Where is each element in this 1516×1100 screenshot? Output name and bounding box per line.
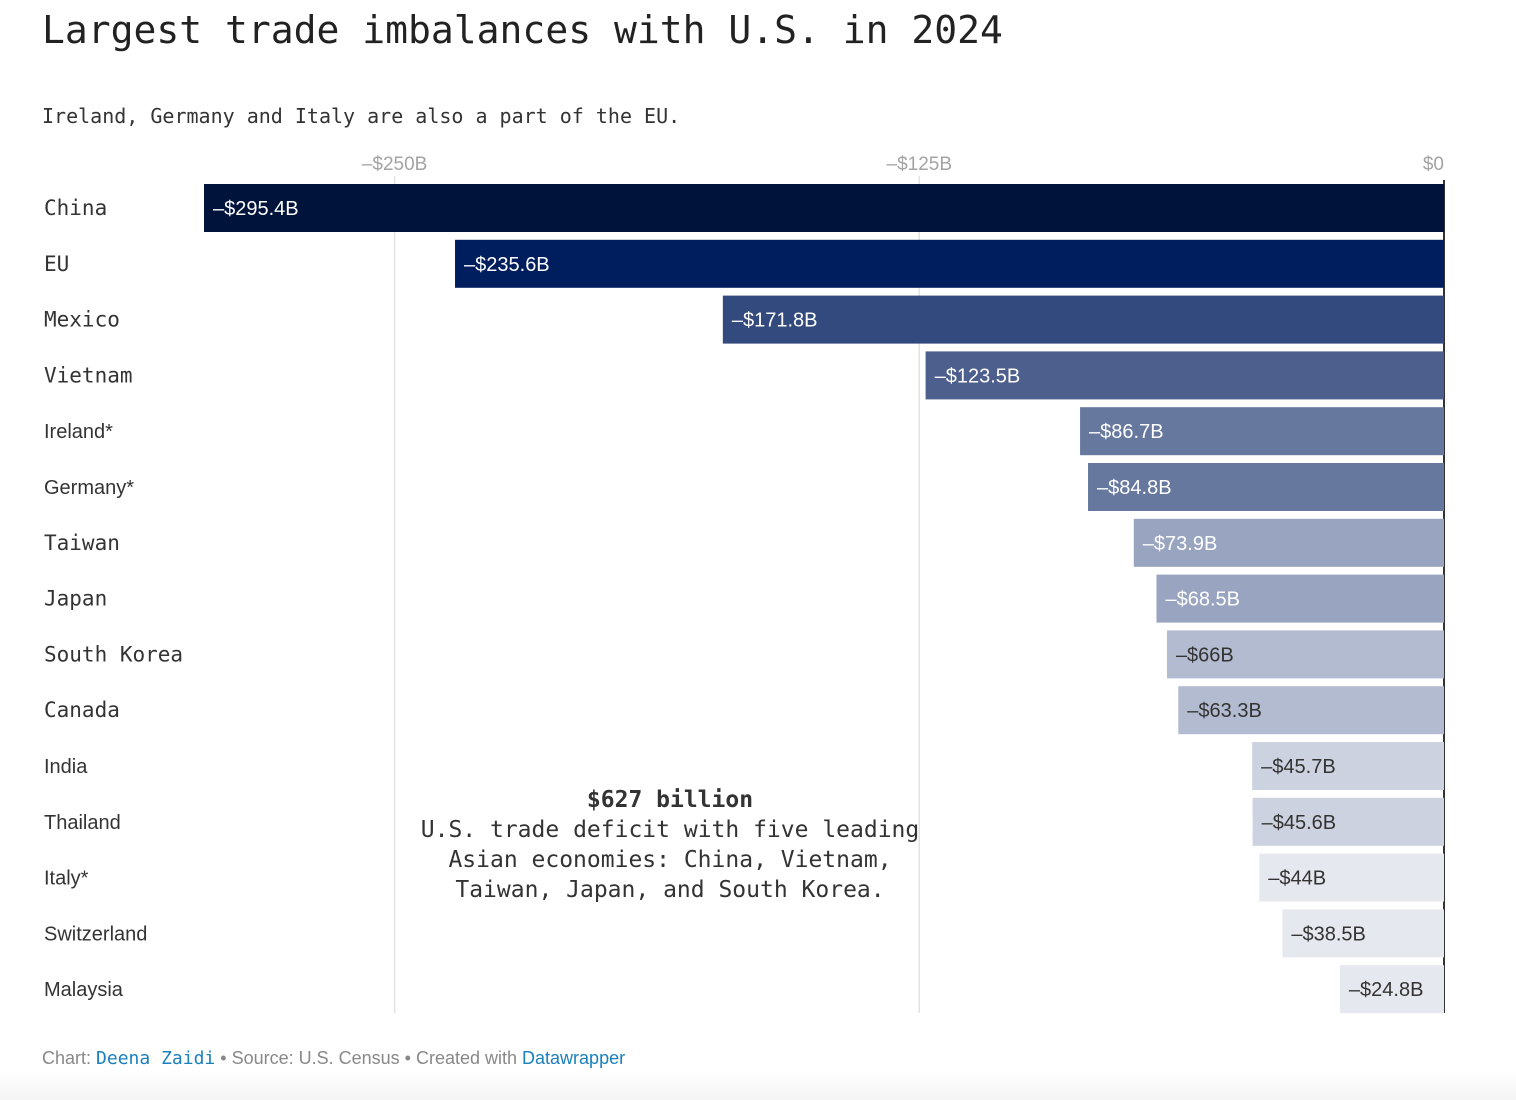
bar (722, 295, 1444, 344)
category-label: Thailand (44, 812, 121, 834)
data-label: –$295.4B (213, 198, 299, 220)
bar (1252, 742, 1444, 790)
bar (1166, 630, 1444, 679)
category-label: Germany* (44, 477, 134, 499)
category-label: EU (44, 252, 69, 276)
category-label: Canada (44, 698, 120, 722)
data-label: –$45.7B (1261, 756, 1336, 778)
author-link[interactable]: Deena Zaidi (96, 1048, 216, 1069)
footer-source: • Source: U.S. Census • Created with (220, 1048, 518, 1068)
annotation-heading: $627 billion (587, 787, 753, 813)
data-label: –$84.8B (1097, 477, 1172, 499)
annotation-line: U.S. trade deficit with five leading (421, 817, 920, 843)
chart-subtitle: Ireland, Germany and Italy are also a pa… (42, 104, 681, 128)
category-label: Ireland* (44, 421, 113, 443)
data-label: –$45.6B (1262, 812, 1337, 834)
x-tick-label: –$125B (887, 154, 953, 175)
annotation-line: Asian economies: China, Vietnam, (448, 847, 891, 873)
bar (925, 351, 1444, 400)
datawrapper-link[interactable]: Datawrapper (522, 1048, 626, 1068)
bar (1133, 518, 1444, 567)
category-label: Japan (44, 587, 107, 611)
annotation-line: Taiwan, Japan, and South Korea. (455, 877, 884, 903)
x-tick-label: –$250B (362, 154, 428, 175)
category-label: Taiwan (44, 531, 120, 555)
data-label: –$38.5B (1291, 923, 1366, 945)
data-label: –$66B (1176, 644, 1234, 666)
bar (1282, 909, 1444, 958)
data-label: –$123.5B (935, 365, 1021, 387)
bar (1339, 965, 1444, 1014)
data-label: –$86.7B (1089, 421, 1164, 443)
bar (1178, 686, 1444, 735)
footer-chart-prefix: Chart: (42, 1048, 92, 1068)
data-label: –$68.5B (1165, 589, 1240, 611)
data-label: –$44B (1268, 868, 1326, 890)
category-label: China (44, 196, 107, 220)
category-label: Italy* (44, 868, 89, 890)
bar (1252, 797, 1444, 846)
chart-title: Largest trade imbalances with U.S. in 20… (42, 8, 1003, 52)
category-label: South Korea (44, 642, 183, 666)
category-label: India (44, 756, 88, 778)
data-label: –$235.6B (464, 254, 550, 276)
bar (1080, 407, 1444, 456)
x-tick-label: $0 (1423, 154, 1444, 175)
category-label: Malaysia (44, 979, 124, 1001)
bar (204, 184, 1444, 232)
bar (1156, 574, 1444, 623)
bottom-fade (0, 1070, 1516, 1100)
bar (455, 239, 1444, 288)
category-label: Switzerland (44, 923, 147, 945)
chart-footer: Chart: Deena Zaidi • Source: U.S. Census… (42, 1048, 625, 1069)
category-label: Vietnam (44, 363, 133, 387)
category-label: Mexico (44, 308, 120, 332)
bar (1088, 463, 1444, 511)
data-label: –$63.3B (1187, 700, 1262, 722)
data-label: –$73.9B (1143, 533, 1218, 555)
data-label: –$24.8B (1349, 979, 1424, 1001)
bar-chart: –$250B –$125B $0 China –$295.4B EU –$235.6B Mex… (44, 154, 1445, 1014)
bar (1259, 853, 1444, 902)
data-label: –$171.8B (732, 310, 818, 332)
